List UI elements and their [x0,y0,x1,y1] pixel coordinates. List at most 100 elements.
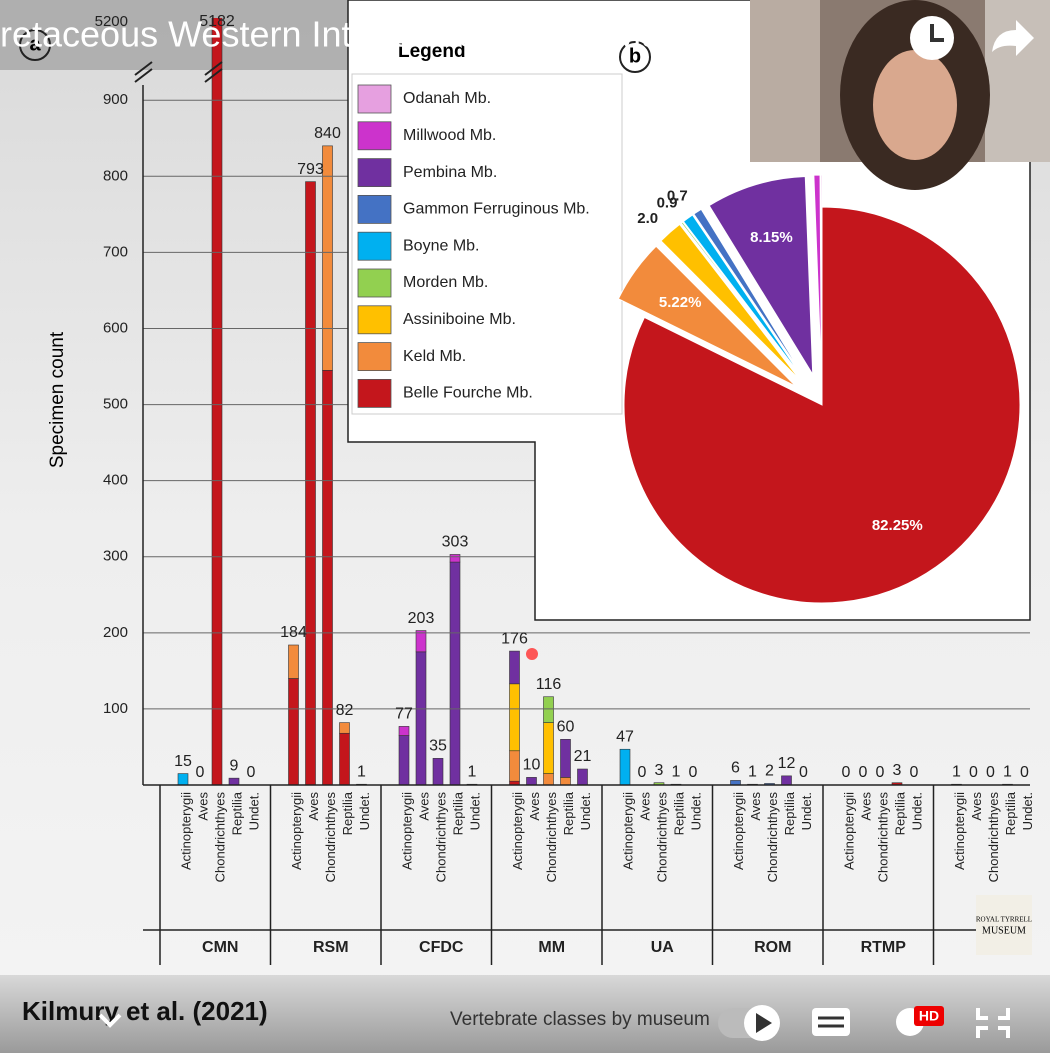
bar-segment [288,644,299,679]
share-button[interactable] [992,20,1034,56]
x-tick-label: Actinopterygii [289,792,304,870]
logo-line: MUSEUM [982,925,1026,936]
x-tick-label: Undet. [467,792,482,830]
legend-label: Odanah Mb. [403,90,491,107]
panel-a-circle [19,29,51,61]
hd-badge [914,1006,944,1026]
bar-segment [339,732,350,786]
total-label: 0 [986,764,995,781]
pie-label: 0.7 [667,187,688,204]
x-tick-label: Aves [416,792,431,821]
total-label: 0 [689,764,698,781]
total-label: 184 [280,624,307,641]
x-tick-label: Actinopterygii [731,792,746,870]
video-title: retaceous Western Interior Seaway of Man… [0,14,816,55]
bar-segment [322,145,333,371]
citation: Kilmury et al. (2021) [22,996,268,1026]
legend-frame [351,73,623,415]
bar-segment [322,370,333,786]
legend-swatch [357,84,392,114]
x-tick-label: Aves [637,792,652,821]
expand-chevron[interactable] [98,1013,122,1028]
x-tick-label: Undet. [578,792,593,830]
panel-a-label: a [29,33,41,55]
group-label: UA [651,939,675,956]
total-label: 203 [408,610,435,627]
x-tick-label: Chondrichthyes [986,792,1001,883]
total-label: 5182 [199,13,235,30]
group-label: RSM [313,939,349,956]
x-axis-title: Vertebrate classes by museum [450,1009,710,1030]
bar-segment [415,651,427,786]
exit-fullscreen-button[interactable] [976,1008,1010,1038]
captions-lines [818,1016,844,1028]
group-label: MM [538,939,565,956]
x-tick-label: Reptilia [561,791,576,835]
pie-slice [813,174,822,374]
y-axis-title: Specimen count [47,331,68,468]
webcam [750,0,1050,190]
legend-label: Assiniboine Mb. [403,311,516,328]
x-tick-label: Chondrichthyes [654,792,669,883]
x-tick-label: Aves [969,792,984,821]
x-tick-label: Actinopterygii [620,792,635,870]
captions-button[interactable] [812,1008,850,1036]
legend-label: Morden Mb. [403,274,488,291]
y-tick-label: 800 [103,167,128,184]
play-icon [756,1013,772,1033]
pie-label: 82.25% [872,517,923,534]
legend-swatch [357,231,392,261]
legend-label: Belle Fourche Mb. [403,385,533,402]
class-table: CMNRSMCFDCMMUAROMRTMPFDMActinopterygiiAv… [143,784,1035,965]
pie-slice [623,206,1021,604]
y-tick-label: 400 [103,472,128,489]
bar-segment [577,768,588,786]
pie-slice [682,214,804,380]
total-label: 0 [1020,764,1029,781]
legend-label: Pembina Mb. [403,164,497,181]
y-tick-label: 100 [103,700,128,717]
logo-line: ROYAL TYRRELL [976,916,1032,924]
bar-segment [211,18,223,786]
group-label: RTMP [861,939,907,956]
y-tick-label: 700 [103,243,128,260]
x-tick-label: Chondrichthyes [875,792,890,883]
bar-segment [619,748,631,786]
total-label: 1 [1003,763,1012,780]
total-label: 77 [395,706,413,723]
y-tick-label: 500 [103,396,128,413]
x-tick-label: Aves [195,792,210,821]
legend-swatch [357,268,392,298]
pie-slice [680,221,803,380]
total-label: 21 [574,748,592,765]
legend-swatch [357,158,392,188]
panel-b-label: b [629,45,641,67]
bar-segment [560,739,571,778]
x-tick-label: Reptilia [782,791,797,835]
total-label: 47 [616,728,634,745]
bar-segment [781,775,792,786]
legend-swatch [357,194,392,224]
x-tick-label: Aves [306,792,321,821]
axis-break [134,61,223,83]
x-tick-label: Chondrichthyes [212,792,227,883]
total-label: 1 [672,763,681,780]
total-label: 0 [799,764,808,781]
hd-badge-text: HD [919,1008,939,1024]
bar-segment [449,561,461,786]
pie-slice [708,175,814,377]
total-label: 60 [557,719,575,736]
bar-segment [305,181,316,786]
bar-segment [509,750,520,782]
total-label: 1 [468,763,477,780]
x-tick-label: Reptilia [229,791,244,835]
total-label: 1 [952,763,961,780]
bar-segment [339,722,350,734]
x-tick-label: Reptilia [1003,791,1018,835]
bar-segment [449,554,461,563]
total-label: 10 [523,757,541,774]
player-controls[interactable]: HD [98,16,1034,1041]
bar-segment [509,650,520,685]
x-tick-label: Chondrichthyes [765,792,780,883]
